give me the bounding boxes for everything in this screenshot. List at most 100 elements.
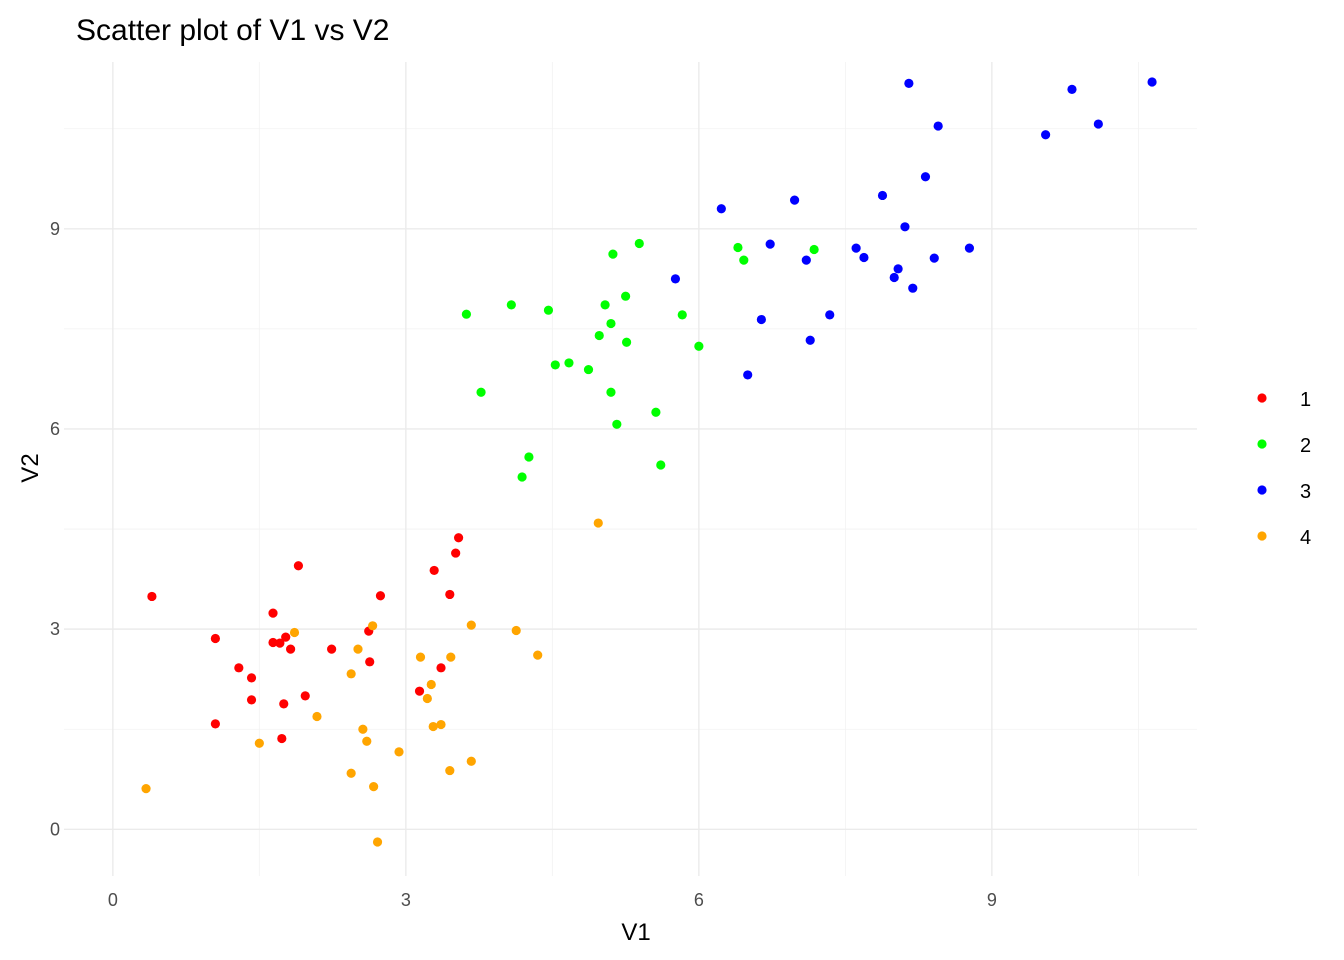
data-point-group-3 [851, 243, 861, 253]
data-point-group-1 [414, 686, 425, 696]
data-point-group-3 [933, 121, 943, 131]
data-point-group-4 [362, 736, 372, 746]
data-point-group-4 [428, 721, 438, 732]
data-point-group-4 [511, 625, 521, 636]
plot-grid [64, 62, 1197, 876]
data-point-group-1 [436, 663, 446, 673]
data-point-group-3 [756, 314, 766, 325]
data-point-group-2 [506, 300, 516, 310]
data-point-group-4 [254, 738, 264, 748]
data-point-group-2 [476, 387, 486, 397]
y-tick-label: 9 [50, 219, 60, 239]
data-point-group-4 [369, 781, 379, 792]
data-point-group-3 [893, 264, 903, 274]
data-point-group-1 [275, 638, 285, 648]
data-point-group-2 [612, 419, 622, 429]
data-point-group-1 [429, 565, 439, 576]
data-point-group-4 [141, 783, 151, 794]
data-point-group-1 [279, 699, 289, 709]
data-point-group-1 [210, 633, 220, 644]
data-point-group-1 [210, 719, 220, 729]
data-point-group-2 [656, 460, 666, 470]
data-point-group-3 [889, 272, 899, 283]
data-point-group-1 [281, 632, 291, 642]
chart-title: Scatter plot of V1 vs V2 [76, 14, 390, 47]
data-point-group-2 [634, 238, 644, 249]
legend-label-2: 2 [1300, 435, 1311, 457]
data-point-group-2 [550, 360, 560, 370]
data-point-group-4 [466, 620, 476, 630]
x-tick-label: 6 [694, 890, 704, 910]
data-point-group-2 [600, 300, 610, 310]
data-point-group-1 [445, 589, 455, 600]
data-point-group-4 [593, 518, 603, 528]
data-point-group-2 [583, 364, 594, 375]
data-point-group-3 [716, 204, 726, 214]
x-axis-title: V1 [621, 919, 650, 946]
data-point-group-1 [327, 644, 337, 654]
data-point-group-1 [453, 533, 464, 543]
data-point-group-4 [422, 693, 432, 704]
data-point-group-3 [743, 370, 753, 380]
data-point-group-3 [859, 252, 869, 263]
data-point-group-2 [517, 472, 527, 482]
data-point-group-3 [670, 274, 681, 284]
data-point-group-3 [929, 253, 939, 263]
data-point-group-2 [594, 330, 604, 341]
data-point-group-3 [904, 78, 914, 88]
data-point-group-4 [346, 768, 356, 778]
data-point-group-4 [289, 627, 300, 638]
data-point-group-4 [353, 644, 363, 654]
legend-key-4 [1257, 531, 1267, 541]
data-point-group-2 [694, 341, 704, 351]
axis-ticks: 0 3 6 9 0 3 6 9 [50, 219, 997, 910]
data-point-group-1 [246, 695, 257, 705]
data-point-group-4 [358, 724, 368, 734]
data-point-group-1 [246, 673, 257, 683]
data-point-group-4 [445, 765, 455, 776]
legend-label-1: 1 [1300, 389, 1311, 411]
data-point-group-4 [533, 650, 543, 660]
data-point-group-3 [1093, 119, 1103, 129]
data-point-group-4 [312, 711, 322, 722]
data-point-group-1 [300, 691, 310, 701]
data-point-group-4 [466, 756, 476, 766]
data-point-group-1 [277, 733, 287, 744]
data-point-group-4 [426, 679, 436, 690]
data-point-group-2 [621, 337, 632, 347]
data-point-group-2 [733, 242, 743, 253]
legend-label-4: 4 [1300, 527, 1311, 549]
data-point-group-4 [368, 621, 378, 631]
data-point-group-1 [286, 644, 296, 654]
data-point-group-4 [394, 747, 404, 757]
data-point-group-1 [293, 561, 304, 571]
data-point-group-2 [564, 358, 574, 368]
data-point-group-3 [789, 195, 800, 205]
data-points [141, 77, 1157, 847]
data-point-group-3 [765, 239, 775, 249]
data-point-group-2 [606, 318, 616, 329]
legend-key-1 [1257, 393, 1267, 403]
x-tick-label: 3 [401, 890, 411, 910]
data-point-group-1 [147, 591, 157, 602]
data-point-group-2 [677, 310, 687, 320]
x-tick-label: 9 [987, 890, 997, 910]
data-point-group-2 [606, 387, 616, 397]
data-point-group-2 [739, 255, 749, 265]
data-point-group-2 [809, 244, 819, 255]
data-point-group-1 [268, 608, 278, 618]
data-point-group-4 [436, 719, 446, 730]
y-tick-label: 0 [50, 819, 60, 839]
data-point-group-3 [825, 310, 835, 320]
data-point-group-1 [365, 657, 375, 667]
data-point-group-3 [964, 243, 975, 253]
data-point-group-3 [805, 335, 815, 345]
data-point-group-2 [543, 305, 554, 315]
data-point-group-3 [900, 222, 910, 232]
data-point-group-4 [372, 837, 383, 847]
legend-key-2 [1257, 439, 1267, 449]
data-point-group-4 [346, 669, 356, 679]
legend-label-3: 3 [1300, 481, 1311, 503]
y-tick-label: 6 [50, 419, 60, 439]
